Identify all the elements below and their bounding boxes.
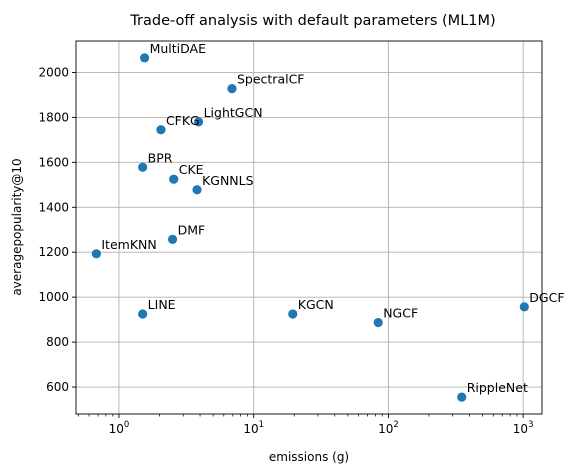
point-label: CKE	[179, 162, 204, 177]
x-tick-label: 101	[243, 420, 264, 436]
point-label: DGCF	[529, 290, 564, 305]
plot-area-frame	[76, 41, 542, 414]
point-label: RippleNet	[467, 380, 528, 395]
y-tick-label: 1600	[38, 155, 69, 169]
data-points	[92, 53, 529, 401]
data-point	[140, 53, 149, 62]
y-tick-label: 1400	[38, 200, 69, 214]
data-point	[168, 235, 177, 244]
data-point	[138, 163, 147, 172]
x-axis: 100 101 102 103	[78, 414, 533, 436]
point-label: SpectralCF	[237, 72, 305, 87]
y-tick-label: 1800	[38, 110, 69, 124]
grid	[76, 41, 542, 414]
y-tick-label: 600	[46, 380, 69, 394]
data-point	[227, 84, 236, 93]
point-label: DMF	[178, 222, 206, 237]
data-point	[520, 302, 529, 311]
x-tick-label: 100	[109, 420, 130, 436]
x-tick-label: 102	[378, 420, 399, 436]
data-point	[156, 125, 165, 134]
x-tick-label: 103	[513, 420, 534, 436]
point-label: ItemKNN	[101, 237, 156, 252]
y-axis: 600 800 1000 1200 1400 1600 1800 2000	[38, 65, 76, 394]
data-point	[457, 393, 466, 402]
point-label: LightGCN	[204, 105, 263, 120]
y-tick-label: 1000	[38, 290, 69, 304]
point-label: KGCN	[298, 297, 334, 312]
chart-title: Trade-off analysis with default paramete…	[129, 13, 495, 29]
data-point	[192, 185, 201, 194]
point-label: KGNNLS	[202, 173, 254, 188]
point-label: NGCF	[383, 306, 418, 321]
y-axis-title: averagepopularity@10	[10, 158, 24, 295]
point-label: LINE	[148, 297, 176, 312]
data-point	[169, 175, 178, 184]
y-tick-label: 2000	[38, 65, 69, 79]
point-label: MultiDAE	[150, 41, 207, 56]
data-point	[374, 318, 383, 327]
data-point	[288, 309, 297, 318]
point-label: BPR	[148, 150, 173, 165]
data-point	[92, 249, 101, 258]
x-axis-title: emissions (g)	[269, 450, 349, 464]
data-point	[138, 309, 147, 318]
point-label: CFKG	[166, 113, 200, 128]
y-tick-label: 1200	[38, 245, 69, 259]
y-tick-label: 800	[46, 335, 69, 349]
